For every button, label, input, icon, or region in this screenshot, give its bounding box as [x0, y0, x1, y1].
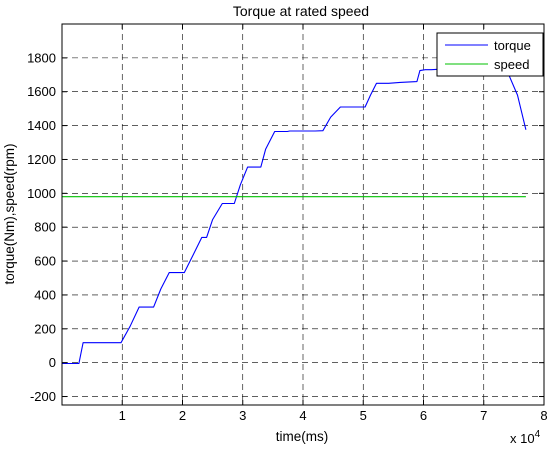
x-axis-multiplier: x 104: [510, 429, 541, 446]
x-tick-label: 7: [480, 408, 487, 423]
legend[interactable]: torque speed: [436, 32, 544, 77]
y-tick-label: 400: [34, 287, 56, 302]
x-tick-label: 8: [540, 408, 547, 423]
x-tick-label: 6: [420, 408, 427, 423]
grid-lines: [62, 24, 544, 405]
x-axis-multiplier-exponent: 4: [535, 429, 541, 440]
x-axis-multiplier-base: x 10: [510, 431, 535, 446]
y-tick-label: -200: [30, 389, 56, 404]
x-axis-label: time(ms): [276, 429, 329, 444]
chart-title: Torque at rated speed: [233, 3, 369, 19]
y-axis-label: torque(Nm),speed(rpm): [2, 143, 17, 284]
y-tick-label: 1400: [27, 118, 56, 133]
y-tick-label: 1200: [27, 152, 56, 167]
y-tick-label: 200: [34, 321, 56, 336]
y-tick-label: 600: [34, 254, 56, 269]
legend-label-torque: torque: [494, 38, 531, 53]
y-tick-label: 1000: [27, 186, 56, 201]
y-tick-label: 1600: [27, 84, 56, 99]
y-tick-label: 0: [49, 355, 56, 370]
legend-box: [436, 32, 544, 77]
y-tick-label: 800: [34, 220, 56, 235]
legend-label-speed: speed: [494, 57, 529, 72]
axis-ticks: 1 2 3 4 5 6 7 8 -200 0 200 400 600 800 1000 1200 1400 160…: [27, 24, 548, 423]
x-tick-label: 3: [239, 408, 246, 423]
x-tick-label: 5: [360, 408, 367, 423]
x-tick-label: 4: [299, 408, 306, 423]
y-tick-label: 1800: [27, 50, 56, 65]
x-tick-label: 1: [119, 408, 126, 423]
x-tick-label: 2: [179, 408, 186, 423]
